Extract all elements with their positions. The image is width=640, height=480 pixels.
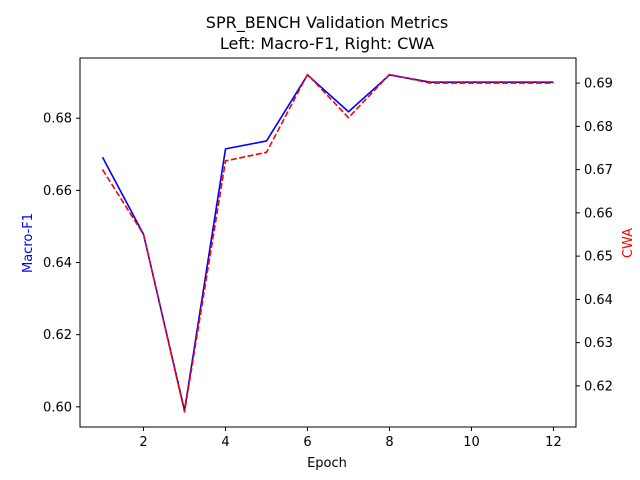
x-tick-label: 6 xyxy=(303,435,311,450)
left-y-tick-label: 0.66 xyxy=(43,184,72,199)
chart-subtitle: Left: Macro-F1, Right: CWA xyxy=(220,34,434,53)
right-y-tick-label: 0.66 xyxy=(584,206,613,221)
x-tick-label: 2 xyxy=(139,435,147,450)
right-axis: 0.62 0.63 0.64 0.65 0.66 0.67 0.68 0.69 xyxy=(576,77,613,394)
right-y-tick-label: 0.67 xyxy=(584,163,613,178)
right-y-tick-label: 0.69 xyxy=(584,77,613,92)
x-tick-label: 8 xyxy=(385,435,393,450)
x-tick-label: 4 xyxy=(221,435,229,450)
right-axis-label: CWA xyxy=(621,228,636,258)
right-y-tick-label: 0.68 xyxy=(584,120,613,135)
x-tick-label: 10 xyxy=(463,435,480,450)
left-axis-label: Macro-F1 xyxy=(21,213,36,273)
x-axis-label: Epoch xyxy=(307,456,347,471)
left-y-tick-label: 0.60 xyxy=(43,400,72,415)
plot-frame xyxy=(79,57,577,428)
x-axis: 2 4 6 8 10 12 xyxy=(139,427,562,450)
series-line-cwa xyxy=(101,73,554,413)
right-y-tick-label: 0.62 xyxy=(584,379,613,394)
right-y-tick-label: 0.65 xyxy=(584,250,613,265)
x-tick-label: 12 xyxy=(545,435,562,450)
left-y-tick-label: 0.62 xyxy=(43,328,72,343)
left-y-tick-label: 0.68 xyxy=(43,112,72,127)
left-y-tick-label: 0.64 xyxy=(43,256,72,271)
series-line-macro-f1 xyxy=(101,74,554,412)
chart-title: SPR_BENCH Validation Metrics xyxy=(206,13,448,33)
plot-lines xyxy=(101,73,554,413)
left-axis: 0.60 0.62 0.64 0.66 0.68 xyxy=(43,112,80,415)
right-y-tick-label: 0.63 xyxy=(584,336,613,351)
right-y-tick-label: 0.64 xyxy=(584,293,613,308)
